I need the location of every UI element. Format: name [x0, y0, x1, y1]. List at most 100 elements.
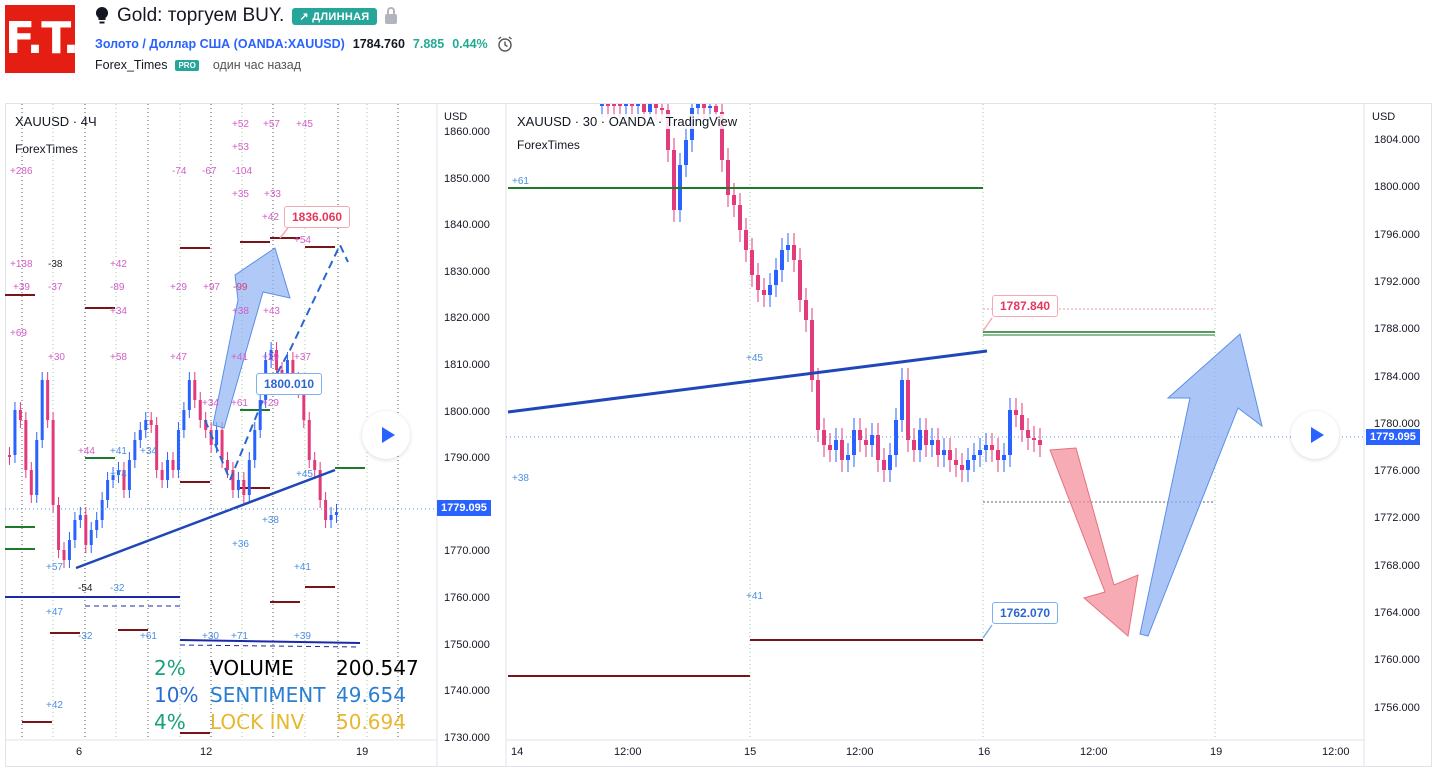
level-annotation: +41	[294, 562, 311, 573]
stat-value: 50.694	[336, 710, 406, 734]
candle-body	[870, 435, 874, 445]
candle-body	[242, 480, 246, 495]
candle-body	[750, 250, 754, 275]
y-tick-label: 1750.000	[444, 638, 490, 651]
x-tick-label: 12:00	[1080, 746, 1108, 758]
level-annotation: +54	[294, 235, 311, 246]
candle-body	[912, 440, 916, 450]
y-tick-label: 1810.000	[444, 359, 490, 371]
right-chart-author: ForexTimes	[517, 138, 580, 152]
alarm-clock-icon[interactable]	[496, 35, 514, 53]
candle-body	[606, 104, 610, 106]
y-tick-label: 1770.000	[444, 545, 490, 558]
candle-body	[335, 512, 338, 515]
play-icon[interactable]	[1291, 411, 1339, 459]
right-callout-high[interactable]: 1787.840	[992, 295, 1059, 317]
candle-body	[1020, 415, 1024, 430]
level-annotation: -99	[233, 282, 248, 293]
candle-body	[858, 430, 862, 440]
symbol-link[interactable]: Золото / Доллар США (OANDA:XAUUSD)	[95, 37, 345, 51]
candle-body	[960, 465, 964, 470]
candle-body	[876, 435, 880, 460]
stat-pct: 2%	[154, 656, 186, 680]
candle-body	[804, 300, 808, 320]
candle-body	[313, 460, 317, 470]
candle-body	[798, 260, 802, 300]
candle-body	[738, 205, 742, 230]
candle-body	[666, 110, 670, 150]
level-annotation: -54	[78, 583, 93, 594]
candle-body	[187, 380, 191, 410]
x-tick-label: 16	[978, 746, 991, 758]
candle-body	[846, 455, 850, 460]
y-tick-label: 1788.000	[1374, 323, 1420, 336]
candle-body	[852, 430, 856, 455]
candle-body	[198, 400, 202, 420]
forex-times-logo[interactable]: F.T.	[5, 5, 79, 73]
candle-body	[732, 195, 736, 205]
candle-body	[828, 445, 832, 450]
candle-body	[654, 104, 658, 108]
candle-body	[744, 230, 748, 250]
level-annotation: +34	[140, 446, 157, 457]
stat-label: LOCK INV	[210, 710, 305, 734]
x-tick-label: 12:00	[1322, 746, 1350, 758]
level-annotation: +41	[110, 446, 127, 457]
left-chart-title: XAUUSD · 4Ч	[15, 114, 97, 129]
x-tick-label: 12	[200, 746, 213, 758]
left-callout-mid[interactable]: 1800.010	[256, 373, 323, 395]
candle-body	[18, 410, 22, 420]
candle-body	[810, 320, 814, 380]
candle-body	[84, 515, 88, 545]
right-down-arrow	[1049, 447, 1139, 637]
level-annotation: +45	[296, 469, 313, 480]
candle-body	[182, 410, 186, 430]
candle-body	[822, 430, 826, 445]
long-badge[interactable]: ↗ ДЛИННАЯ	[292, 7, 377, 25]
candle-body	[160, 470, 164, 480]
candle-body	[816, 380, 820, 430]
candle-body	[280, 370, 284, 375]
y-tick-label: 1790.000	[444, 452, 490, 465]
level-annotation: +34	[202, 398, 219, 409]
play-icon[interactable]	[362, 411, 410, 459]
y-tick-label: 1756.000	[1374, 701, 1420, 714]
left-callout-high[interactable]: 1836.060	[284, 206, 351, 228]
candle-body	[111, 475, 115, 480]
candle-body	[954, 460, 958, 465]
y-tick-label: 1830.000	[444, 265, 490, 278]
y-tick-label: 1850.000	[444, 172, 490, 185]
candle-body	[24, 420, 28, 470]
y-tick-label: 1784.000	[1374, 370, 1420, 383]
candle-body	[149, 420, 153, 425]
candle-body	[258, 400, 262, 430]
candle-body	[133, 440, 137, 460]
candle-body	[144, 420, 148, 430]
candle-body	[29, 470, 33, 495]
candle-body	[774, 270, 778, 285]
right-up-arrow	[1139, 333, 1263, 637]
candle-body	[936, 440, 940, 455]
right-callout-low[interactable]: 1762.070	[992, 602, 1059, 624]
author-name[interactable]: Forex_Times	[95, 58, 168, 72]
candle-body	[900, 380, 904, 420]
candle-body	[972, 455, 976, 460]
level-annotation: -32	[110, 583, 125, 594]
level-annotation: +34	[110, 306, 127, 317]
level-annotation: +57	[46, 562, 63, 573]
candle-body	[1002, 455, 1006, 460]
left-forecast-path	[204, 242, 349, 483]
candle-body	[40, 380, 44, 440]
price-change-pct: 0.44%	[452, 37, 488, 51]
candle-body	[236, 480, 240, 490]
y-tick-label: 1760.000	[1374, 654, 1420, 667]
candle-body	[624, 104, 628, 106]
level-annotation: +47	[170, 352, 187, 363]
candle-body	[275, 350, 279, 370]
level-annotation: +58	[110, 352, 127, 363]
y-tick-label: 1740.000	[444, 685, 490, 698]
x-tick-label: 6	[76, 746, 83, 758]
candle-body	[906, 380, 910, 440]
y-tick-label: 1800.000	[1374, 181, 1420, 194]
